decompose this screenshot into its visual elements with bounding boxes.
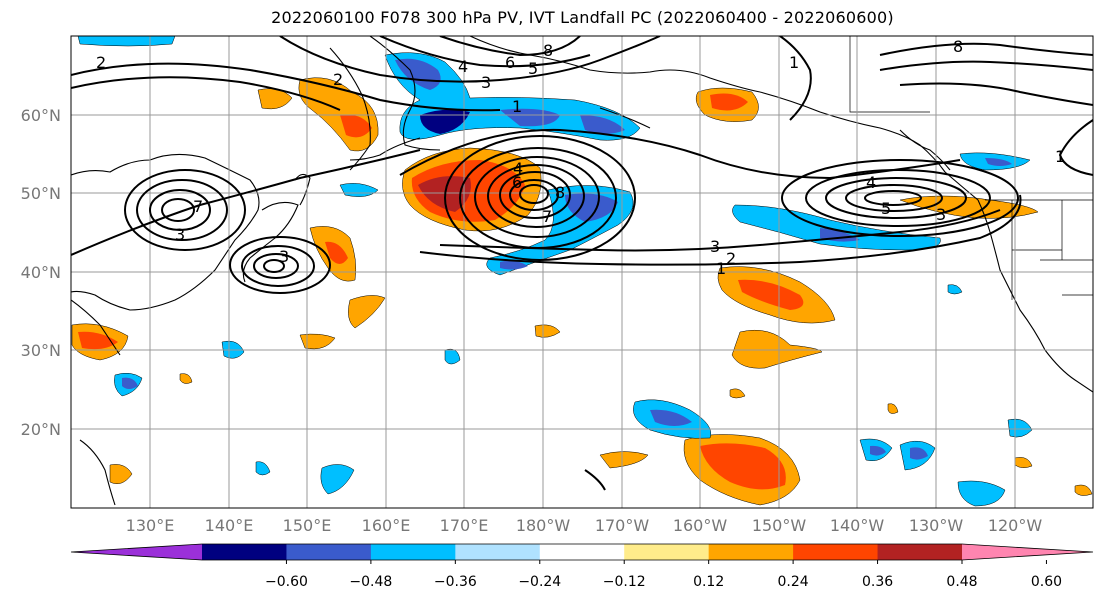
contour-labels: 2 2 3 3 3 4 4 4 5 5 6 6 7 7 8 8 8 1 1 1 …	[96, 37, 1065, 278]
colorbar-swatch	[708, 544, 794, 560]
colorbar-swatch	[455, 544, 541, 560]
lat-label: 30°N	[21, 341, 61, 360]
colorbar-swatch	[286, 544, 372, 560]
contour-label: 4	[866, 173, 876, 192]
lon-label: 140°E	[205, 516, 254, 535]
colorbar-swatch	[370, 544, 456, 560]
contour-label: 6	[512, 173, 522, 192]
lon-label: 120°W	[988, 516, 1043, 535]
colorbar-tick-label: −0.12	[603, 574, 646, 590]
lon-label: 160°E	[362, 516, 411, 535]
plot-frame	[70, 35, 1094, 509]
map-title: 2022060100 F078 300 hPa PV, IVT Landfall…	[271, 8, 894, 27]
colorbar-outline	[70, 543, 1094, 561]
lon-label: 130°E	[126, 516, 175, 535]
colorbar-tick-label: 0.48	[946, 574, 977, 590]
lon-label: 160°W	[673, 516, 728, 535]
contour-label: 8	[953, 37, 963, 56]
colorbar-tick-label: 0.60	[1031, 574, 1062, 590]
colorbar-tick-label: 0.24	[778, 574, 809, 590]
colorbar-ticks: −0.60 −0.48 −0.36 −0.24 −0.12 0.12 0.24 0.36 0.4…	[265, 560, 1062, 590]
contour-label: 8	[543, 41, 553, 60]
colorbar-swatches	[71, 544, 1093, 560]
contour-label: 3	[279, 247, 289, 266]
latitude-labels: 60°N 50°N 40°N 30°N 20°N	[21, 106, 61, 439]
contour-label: 5	[881, 199, 891, 218]
lon-label: 130°W	[909, 516, 964, 535]
colorbar-tick-label: −0.60	[265, 574, 308, 590]
colorbar-tick-label: 0.12	[693, 574, 724, 590]
contour-label: 2	[96, 53, 106, 72]
colorbar-tick-label: −0.24	[518, 574, 561, 590]
contour-label: 3	[936, 205, 946, 224]
ivt-contours	[71, 36, 1093, 491]
contour-label: 1	[512, 97, 522, 116]
lon-label: 170°E	[440, 516, 489, 535]
lat-label: 20°N	[21, 420, 61, 439]
contour-label: 6	[505, 53, 515, 72]
borders	[849, 36, 1093, 300]
colorbar-tick-label: 0.36	[862, 574, 893, 590]
colorbar-swatch	[793, 544, 879, 560]
lat-label: 40°N	[21, 263, 61, 282]
colorbar: −0.60 −0.48 −0.36 −0.24 −0.12 0.12 0.24 0.36 0.4…	[70, 543, 1094, 590]
colorbar-swatch	[539, 544, 625, 560]
contour-label: 2	[333, 70, 343, 89]
lon-label: 140°W	[830, 516, 885, 535]
contour-label: 8	[555, 183, 565, 202]
colorbar-swatch	[877, 544, 963, 560]
contour-label: 2	[726, 249, 736, 268]
colorbar-tick-label: −0.36	[434, 574, 477, 590]
contour-label: 7	[542, 207, 552, 226]
lat-label: 60°N	[21, 106, 61, 125]
lon-label: 170°W	[595, 516, 650, 535]
contour-label: 3	[175, 225, 185, 244]
colorbar-swatch	[624, 544, 710, 560]
colorbar-swatch	[962, 544, 1093, 560]
gridlines	[71, 36, 1093, 508]
colorbar-swatch	[202, 544, 287, 560]
lon-label: 150°W	[752, 516, 807, 535]
contour-label: 4	[458, 57, 468, 76]
contour-label: 1	[789, 53, 799, 72]
colorbar-swatch	[71, 544, 202, 560]
contour-label: 1	[716, 259, 726, 278]
colorbar-tick-label: −0.48	[349, 574, 392, 590]
lon-label: 150°E	[283, 516, 332, 535]
contour-label: 3	[710, 237, 720, 256]
contour-label: 1	[1055, 147, 1065, 166]
longitude-labels: 130°E 140°E 150°E 160°E 170°E 180°W 170°…	[126, 516, 1043, 535]
contour-label: 4	[513, 159, 523, 178]
contour-label: 5	[528, 59, 538, 78]
contour-label: 3	[481, 73, 491, 92]
contour-label: 7	[193, 197, 203, 216]
lon-label: 180°W	[516, 516, 571, 535]
lat-label: 50°N	[21, 184, 61, 203]
